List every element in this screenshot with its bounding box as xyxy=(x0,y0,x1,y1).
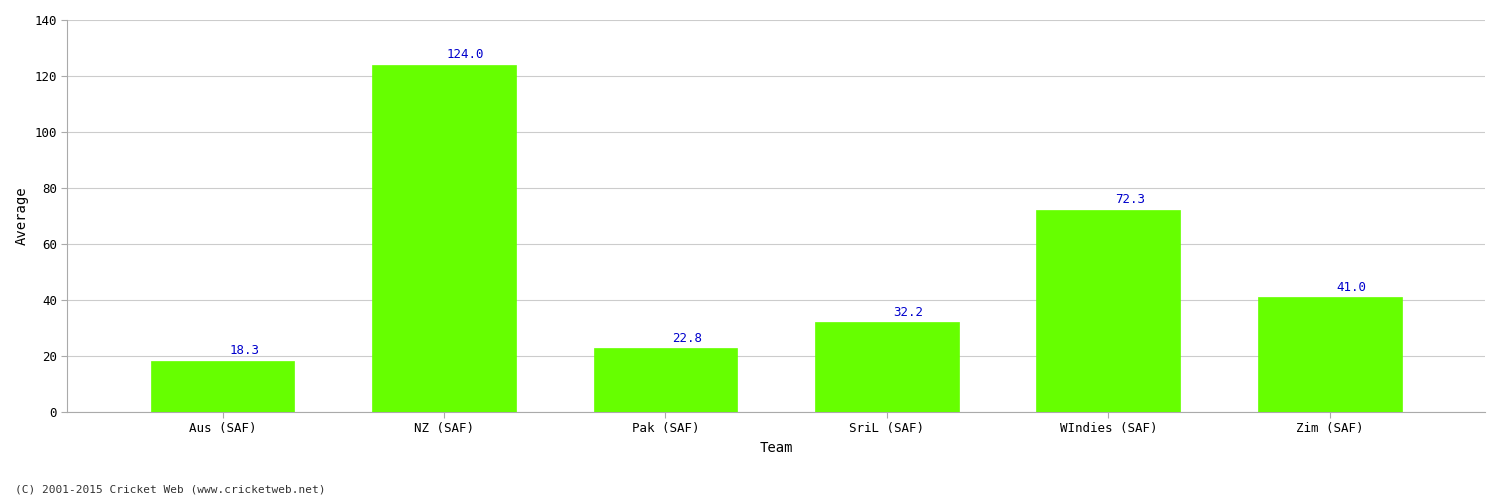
Text: 124.0: 124.0 xyxy=(447,48,485,62)
Text: 41.0: 41.0 xyxy=(1336,281,1366,294)
Bar xyxy=(372,65,516,412)
Text: 22.8: 22.8 xyxy=(672,332,702,345)
Y-axis label: Average: Average xyxy=(15,186,28,246)
Text: (C) 2001-2015 Cricket Web (www.cricketweb.net): (C) 2001-2015 Cricket Web (www.cricketwe… xyxy=(15,485,326,495)
Bar xyxy=(150,361,294,412)
Bar xyxy=(594,348,738,412)
Bar xyxy=(815,322,959,412)
Bar xyxy=(1258,297,1402,412)
X-axis label: Team: Team xyxy=(759,441,794,455)
Bar xyxy=(1036,210,1180,412)
Text: 72.3: 72.3 xyxy=(1114,193,1144,206)
Text: 32.2: 32.2 xyxy=(894,306,924,318)
Text: 18.3: 18.3 xyxy=(230,344,260,358)
